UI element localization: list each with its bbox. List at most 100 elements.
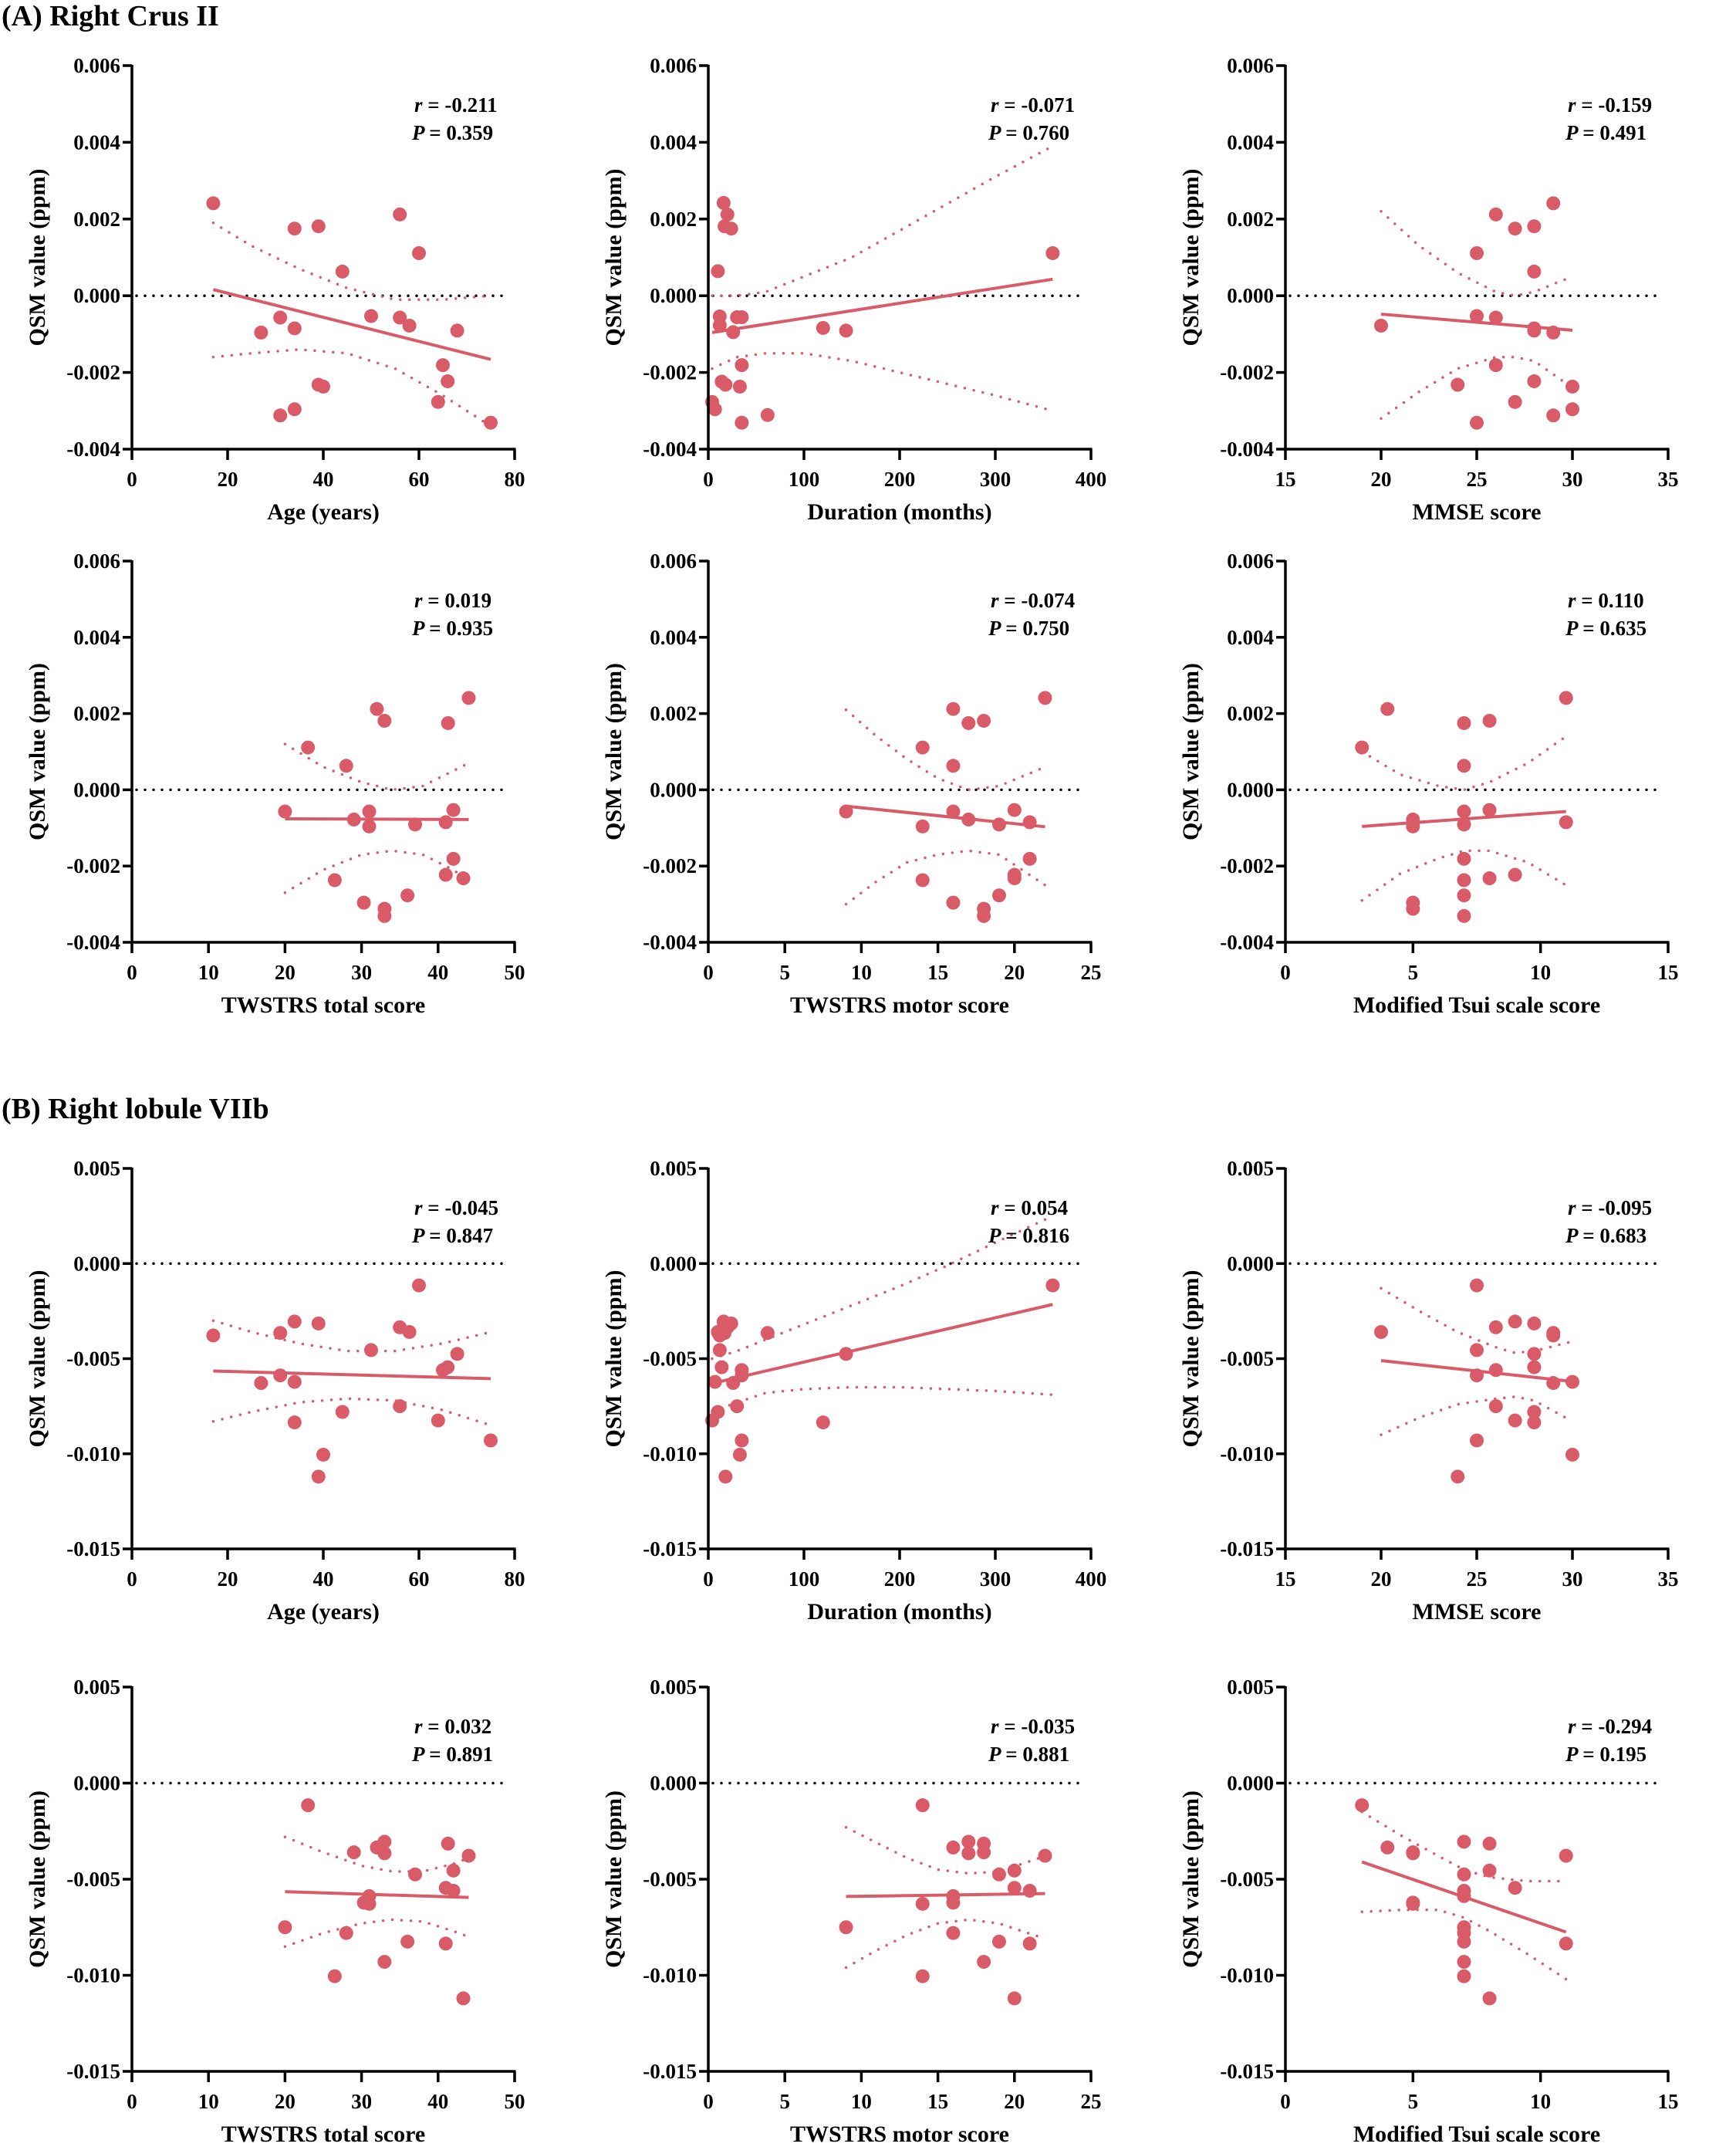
y-tick-label: -0.010 [66, 1964, 120, 1987]
y-tick-label: 0.004 [650, 626, 697, 649]
data-point [839, 323, 853, 338]
x-tick-label: 25 [1467, 468, 1488, 491]
x-tick-label: 60 [409, 468, 430, 491]
data-point [1508, 1314, 1522, 1329]
data-point [1457, 1934, 1471, 1949]
data-point [961, 1834, 976, 1849]
y-tick-label: 0.002 [650, 208, 697, 231]
data-point [1488, 1363, 1503, 1378]
data-point [1457, 804, 1471, 819]
ci-lower-curve [1360, 1909, 1568, 1981]
data-point [1559, 815, 1573, 830]
p-value: P = 0.847 [411, 1224, 493, 1247]
data-point [1488, 310, 1503, 325]
data-point [732, 379, 747, 394]
x-axis-title: MMSE score [1413, 1599, 1542, 1625]
data-point [1380, 1840, 1395, 1855]
x-tick-label: 200 [884, 1567, 916, 1591]
data-point [1380, 702, 1395, 716]
x-tick-label: 80 [505, 1567, 525, 1591]
data-point [1508, 221, 1522, 236]
data-point [1470, 1278, 1484, 1293]
ci-upper-curve [711, 1214, 1055, 1361]
x-tick-label: 20 [218, 1567, 238, 1591]
data-point [1546, 408, 1561, 423]
x-tick-label: 400 [1076, 1567, 1107, 1591]
data-point [438, 867, 453, 882]
data-point [711, 1405, 725, 1419]
y-axis-title: QSM value (ppm) [1178, 1270, 1204, 1447]
data-point [335, 264, 350, 279]
y-axis-title: QSM value (ppm) [25, 1270, 50, 1447]
data-point [946, 759, 961, 773]
data-point [446, 1883, 461, 1898]
scatter-panel-a-6: -0.004 -0.002 0.000 0.002 0.004 0.006 0 5 10 15 Mo… [1178, 549, 1679, 1018]
x-axis-title: Age (years) [267, 1599, 380, 1625]
x-tick-label: 40 [313, 1567, 334, 1591]
y-tick-label: 0.000 [1227, 1772, 1274, 1795]
data-point [441, 715, 455, 730]
data-point [402, 1324, 417, 1339]
y-tick-label: 0.002 [73, 208, 120, 231]
x-tick-label: 20 [218, 468, 238, 491]
y-tick-label: -0.005 [643, 1347, 697, 1371]
y-tick-label: 0.005 [650, 1675, 697, 1699]
scatter-panel-a-1: -0.004 -0.002 0.000 0.002 0.004 0.006 0 20 40 60 8… [25, 54, 525, 525]
y-tick-label: 0.006 [1227, 54, 1274, 77]
data-point [1482, 713, 1497, 728]
data-point [915, 873, 930, 888]
scatter-panel-b-4: -0.015 -0.010 -0.005 0.000 0.005 0 10 20 30 40 50 T… [25, 1675, 525, 2147]
y-tick-label: -0.004 [66, 438, 120, 461]
y-tick-label: 0.005 [1227, 1675, 1274, 1699]
data-point [735, 1368, 749, 1383]
y-tick-label: 0.000 [1227, 1252, 1274, 1275]
data-point [1482, 803, 1497, 817]
y-tick-label: -0.005 [66, 1868, 120, 1891]
data-point [946, 1895, 961, 1910]
y-axis-title: QSM value (ppm) [601, 663, 627, 840]
y-tick-label: -0.005 [1220, 1868, 1274, 1891]
data-point [1508, 1413, 1522, 1428]
data-point [1508, 1881, 1522, 1895]
data-point [1482, 1991, 1497, 2006]
data-point [1488, 207, 1503, 221]
data-point [1527, 1360, 1542, 1374]
y-tick-label: -0.002 [643, 854, 697, 877]
y-tick-label: -0.015 [643, 2060, 697, 2083]
x-tick-label: 100 [789, 468, 820, 491]
x-tick-label: 20 [275, 961, 296, 984]
x-axis-title: TWSTRS total score [221, 992, 425, 1018]
p-value: P = 0.881 [988, 1743, 1069, 1766]
data-point [1374, 318, 1388, 333]
data-point [712, 1343, 727, 1358]
x-tick-label: 25 [1467, 1567, 1488, 1591]
data-point [335, 1405, 350, 1419]
data-point [1527, 1415, 1542, 1430]
x-tick-label: 30 [1562, 1567, 1583, 1591]
data-point [339, 1926, 353, 1940]
ci-upper-curve [211, 221, 492, 301]
data-point [1457, 851, 1471, 866]
x-tick-label: 0 [703, 468, 714, 491]
data-point [377, 1846, 392, 1861]
ci-lower-curve [844, 1918, 1047, 1969]
data-point [977, 713, 991, 728]
data-point [1022, 1936, 1037, 1951]
x-tick-label: 10 [1530, 961, 1551, 984]
data-point [1022, 1883, 1037, 1898]
data-point [1565, 402, 1579, 417]
data-point [712, 318, 727, 333]
x-tick-label: 30 [351, 2090, 372, 2113]
regression-line [212, 288, 491, 361]
ci-upper-curve [844, 1826, 1047, 1875]
ci-upper-curve [1360, 735, 1568, 792]
x-tick-label: 0 [703, 1567, 714, 1591]
ci-upper-curve [844, 708, 1047, 792]
data-point [1482, 1863, 1497, 1878]
data-point [461, 1848, 476, 1863]
regression-line [285, 817, 469, 821]
scatter-panel-b-6: -0.015 -0.010 -0.005 0.000 0.005 0 5 10 15 Modifi… [1178, 1675, 1679, 2147]
y-axis-title: QSM value (ppm) [1178, 168, 1204, 346]
regression-line [213, 1369, 491, 1381]
